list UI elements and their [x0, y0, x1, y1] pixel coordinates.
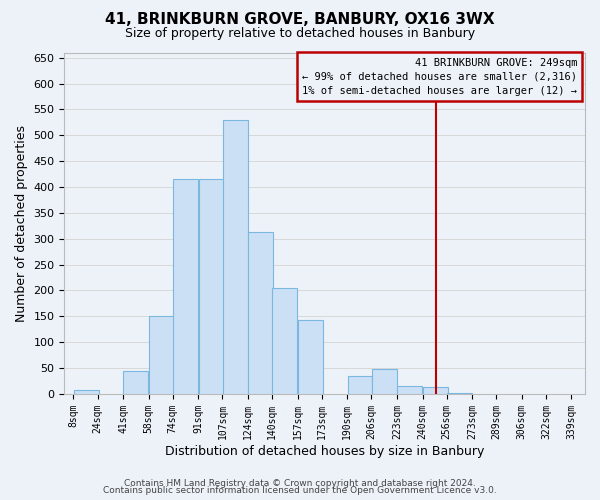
Text: Contains public sector information licensed under the Open Government Licence v3: Contains public sector information licen… — [103, 486, 497, 495]
Bar — [149, 316, 174, 394]
X-axis label: Distribution of detached houses by size in Banbury: Distribution of detached houses by size … — [165, 444, 484, 458]
Text: Contains HM Land Registry data © Crown copyright and database right 2024.: Contains HM Land Registry data © Crown c… — [124, 478, 476, 488]
Bar — [347, 376, 373, 394]
Bar — [124, 371, 148, 394]
Bar — [248, 232, 273, 394]
Bar — [447, 393, 472, 394]
Text: 41 BRINKBURN GROVE: 249sqm
← 99% of detached houses are smaller (2,316)
1% of se: 41 BRINKBURN GROVE: 249sqm ← 99% of deta… — [302, 58, 577, 96]
Bar — [173, 180, 198, 394]
Bar — [372, 368, 397, 394]
Bar — [223, 120, 248, 394]
Bar — [199, 178, 224, 394]
Bar — [298, 320, 323, 394]
Text: 41, BRINKBURN GROVE, BANBURY, OX16 3WX: 41, BRINKBURN GROVE, BANBURY, OX16 3WX — [105, 12, 495, 28]
Bar — [397, 386, 422, 394]
Bar — [423, 387, 448, 394]
Bar — [272, 288, 297, 394]
Text: Size of property relative to detached houses in Banbury: Size of property relative to detached ho… — [125, 28, 475, 40]
Bar — [74, 390, 98, 394]
Y-axis label: Number of detached properties: Number of detached properties — [15, 124, 28, 322]
